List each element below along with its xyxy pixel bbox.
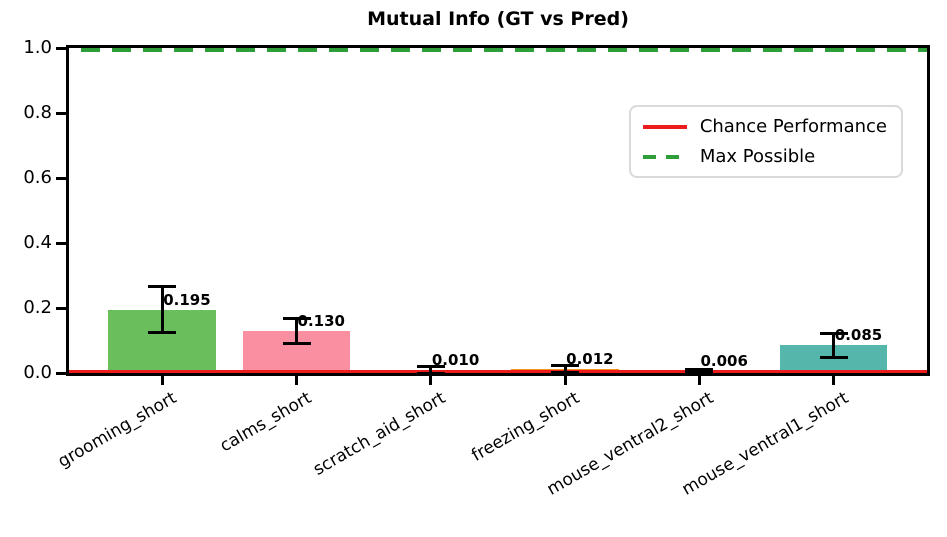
y-tick-label: 0.0 <box>23 362 52 383</box>
error-bar-cap-top <box>685 367 714 371</box>
y-tick-label: 0.4 <box>23 232 52 253</box>
x-tick <box>295 376 299 385</box>
legend-label: Max Possible <box>699 146 816 167</box>
chance-performance-line <box>69 370 927 373</box>
y-tick-label: 0.6 <box>23 167 52 188</box>
bar-value-label: 0.012 <box>566 350 614 369</box>
error-bar-cap-top <box>551 364 580 368</box>
error-bar-cap-top <box>416 365 445 368</box>
bar-value-label: 0.085 <box>834 326 883 345</box>
y-tick-label: 0.8 <box>23 102 52 123</box>
error-bar-line <box>295 318 299 344</box>
x-tick <box>697 376 701 385</box>
y-tick <box>56 306 66 310</box>
max-possible-line <box>69 48 927 52</box>
error-bar-line <box>429 366 433 373</box>
legend-label: Chance Performance <box>699 116 887 137</box>
bar-value-label: 0.130 <box>297 311 345 330</box>
y-tick <box>56 176 66 180</box>
error-bar-cap-bottom <box>685 371 714 375</box>
error-bar-cap-bottom <box>819 356 848 360</box>
bar-value-label: 0.006 <box>700 352 748 371</box>
bar-value-label: 0.195 <box>163 290 211 309</box>
error-bar-cap-bottom <box>551 370 580 374</box>
error-bar-line <box>697 369 701 373</box>
x-tick <box>160 376 164 385</box>
error-bar-line <box>563 365 567 373</box>
x-tick-label-freezing_short: freezing_short <box>468 388 584 466</box>
x-tick <box>563 376 567 385</box>
error-bar-cap-top <box>819 331 848 335</box>
error-bar-cap-top <box>282 316 311 320</box>
legend-item-max-possible: Max Possible <box>642 146 887 167</box>
error-bar-cap-top <box>148 285 177 289</box>
x-tick-label-calms_short: calms_short <box>216 388 315 457</box>
x-tick <box>429 376 433 385</box>
chart-title: Mutual Info (GT vs Pred) <box>367 8 629 30</box>
x-tick-label-mouse_ventral1_short: mouse_ventral1_short <box>678 388 852 500</box>
error-bar-cap-bottom <box>148 330 177 334</box>
bar-value-label: 0.010 <box>431 350 480 369</box>
error-bar-cap-bottom <box>416 371 445 375</box>
y-tick <box>56 46 66 50</box>
legend: Chance Performance Max Possible <box>628 105 903 178</box>
max-possible-line-swatch <box>642 154 687 159</box>
legend-item-chance-performance: Chance Performance <box>642 116 887 137</box>
x-tick-label-mouse_ventral2_short: mouse_ventral2_short <box>544 388 718 500</box>
error-bar-line <box>160 286 164 333</box>
x-tick <box>832 376 836 385</box>
chance-performance-line-swatch <box>642 124 687 129</box>
error-bar-line <box>832 333 836 358</box>
x-tick-label-scratch_aid_short: scratch_aid_short <box>309 388 449 480</box>
error-bar-cap-bottom <box>282 341 311 345</box>
y-tick <box>56 111 66 115</box>
y-tick-label: 0.2 <box>23 297 52 318</box>
y-tick <box>56 371 66 375</box>
y-tick-label: 1.0 <box>23 37 52 58</box>
y-tick <box>56 241 66 245</box>
